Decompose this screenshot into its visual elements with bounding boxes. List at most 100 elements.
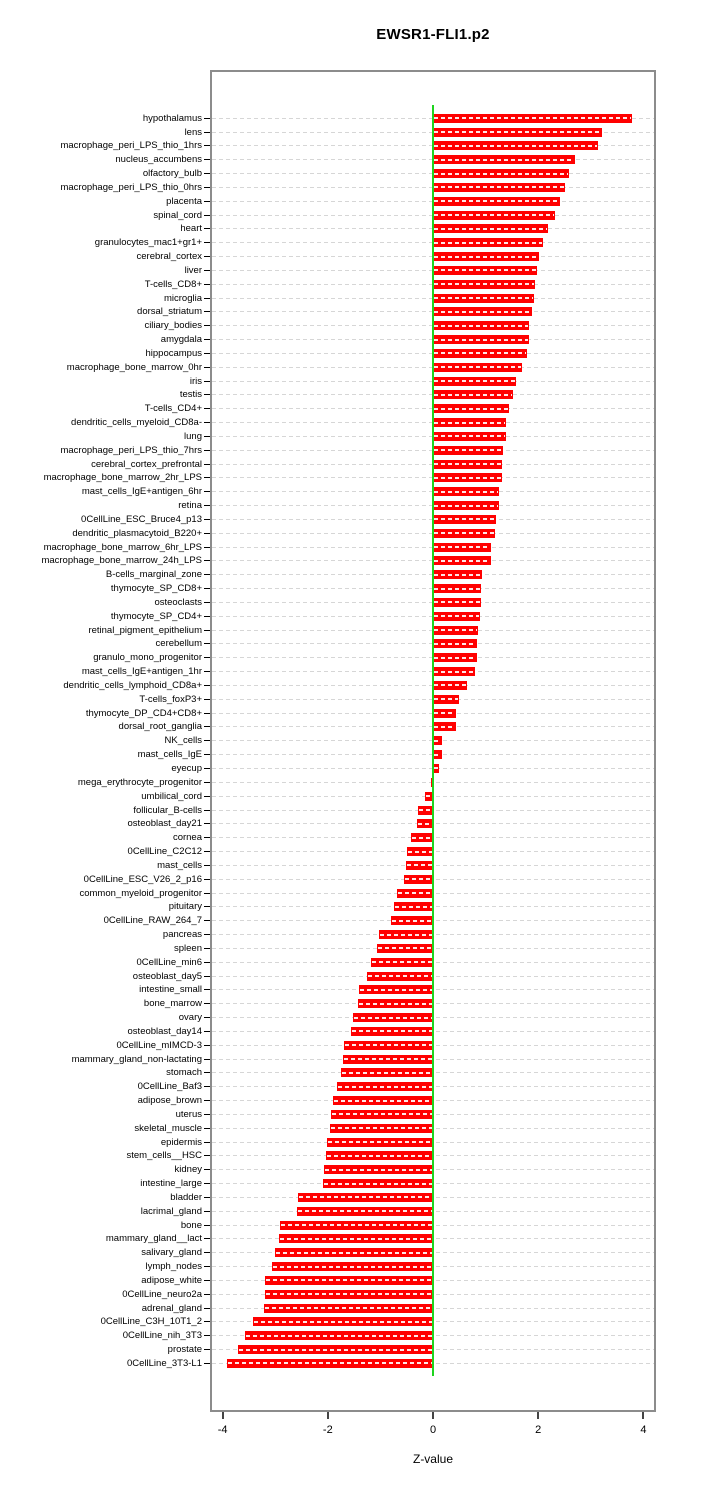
y-axis-label: 0CellLine_mIMCD-3 — [116, 1039, 202, 1051]
bar — [326, 1137, 433, 1147]
bar — [433, 210, 555, 220]
bar — [433, 113, 632, 123]
bar-stripe — [394, 905, 432, 908]
bar-stripe — [254, 1320, 432, 1323]
x-axis-tick-label: 4 — [640, 1424, 647, 1436]
y-axis-tick — [204, 283, 210, 285]
y-axis-tick — [204, 574, 210, 576]
bar-stripe — [345, 1044, 432, 1047]
bar — [433, 431, 507, 441]
bar-stripe — [434, 504, 498, 507]
bar — [425, 791, 433, 801]
x-axis-tick — [432, 1412, 434, 1419]
bar — [433, 418, 507, 428]
bar-stripe — [265, 1307, 432, 1310]
bar-stripe — [434, 559, 490, 562]
y-axis-label: iris — [189, 375, 202, 387]
y-axis-label: microglia — [163, 292, 202, 304]
y-axis-tick — [204, 228, 210, 230]
y-axis-tick — [204, 477, 210, 479]
bar — [357, 999, 433, 1009]
bar-stripe — [434, 283, 534, 286]
y-axis-tick — [204, 463, 210, 465]
bar — [278, 1234, 433, 1244]
bar-stripe — [434, 200, 560, 203]
y-axis-tick — [204, 1127, 210, 1129]
y-axis-tick — [204, 864, 210, 866]
bar-stripe — [434, 767, 438, 770]
y-axis-label: common_myeloid_progenitor — [79, 887, 202, 899]
bar — [323, 1179, 433, 1189]
y-axis-tick — [204, 325, 210, 327]
bar-stripe — [353, 1016, 432, 1019]
y-axis-label: dorsal_root_ganglia — [118, 721, 202, 733]
y-axis-tick — [204, 947, 210, 949]
bar-stripe — [419, 809, 432, 811]
bar-stripe — [404, 878, 432, 881]
y-axis-label: T-cells_foxP3+ — [139, 693, 202, 705]
y-axis-label: mast_cells_IgE — [137, 749, 202, 761]
bar-stripe — [358, 1002, 432, 1005]
bar-stripe — [239, 1348, 432, 1351]
bar-stripe — [434, 172, 569, 175]
y-axis-label: cerebellum — [155, 638, 202, 650]
bar — [433, 155, 576, 165]
bar — [358, 985, 433, 995]
bar — [406, 860, 433, 870]
y-axis-label: cerebral_cortex — [136, 251, 202, 263]
bar-stripe — [434, 214, 554, 217]
bar-stripe — [434, 297, 533, 300]
y-axis-label: NK_cells — [164, 735, 203, 747]
bar-stripe — [434, 656, 476, 659]
y-axis-tick — [204, 1155, 210, 1157]
bar-stripe — [367, 975, 432, 977]
y-axis-label: lymph_nodes — [145, 1261, 202, 1273]
y-axis-label: granulo_mono_progenitor — [93, 652, 202, 664]
bar-stripe — [434, 366, 521, 369]
y-axis-tick — [204, 173, 210, 175]
bar — [264, 1303, 433, 1313]
bar — [370, 957, 433, 967]
y-axis-label: umbilical_cord — [141, 790, 202, 802]
y-axis-tick — [204, 851, 210, 852]
y-axis-tick — [204, 408, 210, 410]
bar-stripe — [434, 186, 564, 189]
y-axis-tick — [204, 809, 210, 811]
y-axis-tick — [204, 435, 210, 437]
y-axis-tick — [204, 601, 210, 603]
bar — [272, 1262, 433, 1272]
y-axis-tick — [204, 934, 210, 935]
y-axis-label: lung — [184, 430, 202, 442]
bar-stripe — [397, 892, 432, 894]
y-axis-tick — [204, 906, 210, 908]
y-axis-label: thymocyte_DP_CD4+CD8+ — [85, 707, 202, 719]
zero-line — [432, 105, 434, 1376]
bar-stripe — [344, 1058, 432, 1060]
bar — [433, 293, 534, 303]
y-axis-label: adipose_brown — [137, 1095, 202, 1106]
y-axis-tick — [204, 546, 210, 548]
y-axis-tick — [204, 878, 210, 880]
y-axis-tick — [204, 145, 210, 147]
bar — [433, 625, 478, 635]
y-axis-label: lacrimal_gland — [140, 1205, 202, 1217]
bar — [433, 141, 598, 151]
bar — [433, 321, 530, 331]
y-axis-tick — [204, 1086, 210, 1088]
y-axis-label: B-cells_marginal_zone — [105, 569, 202, 581]
bar — [351, 1026, 433, 1036]
y-axis-label: intestine_small — [139, 984, 202, 996]
y-axis-tick — [204, 1293, 210, 1295]
bar — [376, 943, 433, 953]
y-axis-label: 0CellLine_C3H_10T1_2 — [100, 1316, 202, 1328]
y-axis-label: macrophage_bone_marrow_6hr_LPS — [43, 541, 202, 553]
y-axis-label: T-cells_CD8+ — [144, 278, 202, 290]
bar-stripe — [434, 601, 480, 604]
y-axis-label: dendritic_cells_myeloid_CD8a- — [71, 417, 202, 429]
y-axis-label: pancreas — [162, 929, 202, 940]
bar-stripe — [418, 822, 432, 825]
y-axis-tick — [204, 380, 210, 382]
bar — [433, 667, 475, 677]
bar-stripe — [434, 435, 506, 438]
bar-stripe — [228, 1362, 432, 1365]
